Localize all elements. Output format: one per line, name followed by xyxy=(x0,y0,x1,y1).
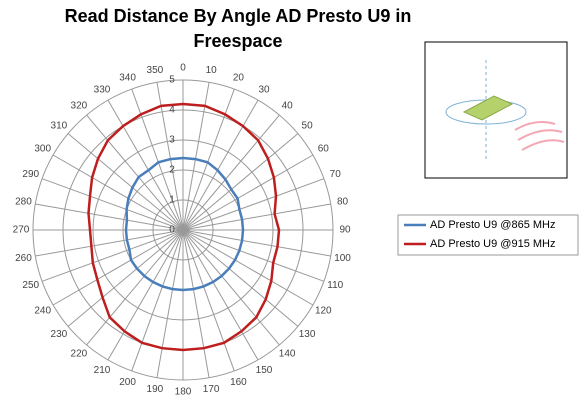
angle-label: 340 xyxy=(119,72,136,83)
r-tick-label: 3 xyxy=(169,135,175,146)
angle-label: 20 xyxy=(233,72,245,83)
spoke xyxy=(182,229,210,378)
angle-label: 290 xyxy=(22,169,39,180)
spoke xyxy=(67,133,184,231)
angle-label: 150 xyxy=(256,365,273,376)
angle-label: 60 xyxy=(318,144,330,155)
angle-label: 190 xyxy=(147,384,164,395)
r-tick-label: 1 xyxy=(169,195,175,206)
angle-label: 90 xyxy=(339,225,351,236)
spoke xyxy=(86,229,184,346)
spoke xyxy=(182,229,280,346)
angle-label: 280 xyxy=(15,197,32,208)
angle-label: 170 xyxy=(203,384,220,395)
spoke xyxy=(182,229,314,306)
spoke xyxy=(41,229,184,282)
series-line xyxy=(124,156,245,292)
spoke xyxy=(182,229,259,361)
angle-label: 80 xyxy=(337,197,349,208)
angle-label: 50 xyxy=(302,121,314,132)
spoke xyxy=(182,133,299,231)
spoke xyxy=(131,229,184,372)
angle-label: 100 xyxy=(334,253,351,264)
spoke xyxy=(52,154,184,231)
angle-label: 210 xyxy=(94,365,111,376)
spoke xyxy=(182,229,235,372)
spoke xyxy=(182,178,325,231)
angle-label: 200 xyxy=(119,377,136,388)
legend-label: AD Presto U9 @865 MHz xyxy=(430,219,556,231)
spoke xyxy=(35,229,184,257)
spoke xyxy=(156,229,184,378)
chart-title: Read Distance By Angle AD Presto U9 in F… xyxy=(64,6,412,51)
angle-label: 260 xyxy=(15,253,32,264)
spoke xyxy=(86,114,184,231)
angle-label: 160 xyxy=(230,377,247,388)
angle-label: 0 xyxy=(180,63,186,74)
angle-label: 30 xyxy=(258,84,270,95)
spoke xyxy=(35,203,184,231)
angle-label: 300 xyxy=(34,144,51,155)
angle-label: 130 xyxy=(299,329,316,340)
r-tick-label: 5 xyxy=(169,75,175,86)
spoke xyxy=(131,88,184,231)
spoke xyxy=(67,229,184,327)
angle-label: 350 xyxy=(147,65,164,76)
angle-label: 310 xyxy=(51,121,68,132)
legend-label: AD Presto U9 @915 MHz xyxy=(430,238,556,250)
angle-label: 70 xyxy=(330,169,342,180)
tag-illustration xyxy=(424,41,568,179)
legend-box xyxy=(397,214,579,256)
angle-label: 320 xyxy=(71,101,88,112)
spoke xyxy=(182,154,314,231)
angle-label: 110 xyxy=(327,280,343,291)
angle-label: 240 xyxy=(34,306,51,317)
spoke xyxy=(182,99,259,231)
spoke xyxy=(182,114,280,231)
angle-label: 270 xyxy=(13,225,30,236)
r-tick-label: 0 xyxy=(169,225,175,236)
spoke xyxy=(107,229,184,361)
spoke xyxy=(182,229,331,257)
spoke xyxy=(182,88,235,231)
spoke xyxy=(182,229,299,327)
spoke xyxy=(182,229,325,282)
angle-label: 220 xyxy=(71,349,88,360)
angle-label: 120 xyxy=(315,306,332,317)
angle-label: 250 xyxy=(22,280,39,291)
spoke xyxy=(52,229,184,306)
angle-label: 180 xyxy=(175,387,192,398)
angle-label: 140 xyxy=(279,349,296,360)
angle-label: 230 xyxy=(51,329,68,340)
series-line xyxy=(87,102,281,352)
angle-label: 40 xyxy=(282,101,294,112)
spoke xyxy=(41,178,184,231)
spoke xyxy=(107,99,184,231)
angle-label: 330 xyxy=(94,84,111,95)
r-tick-label: 2 xyxy=(169,165,175,176)
spoke xyxy=(182,203,331,231)
r-tick-label: 4 xyxy=(169,105,175,116)
angle-label: 10 xyxy=(206,65,218,76)
